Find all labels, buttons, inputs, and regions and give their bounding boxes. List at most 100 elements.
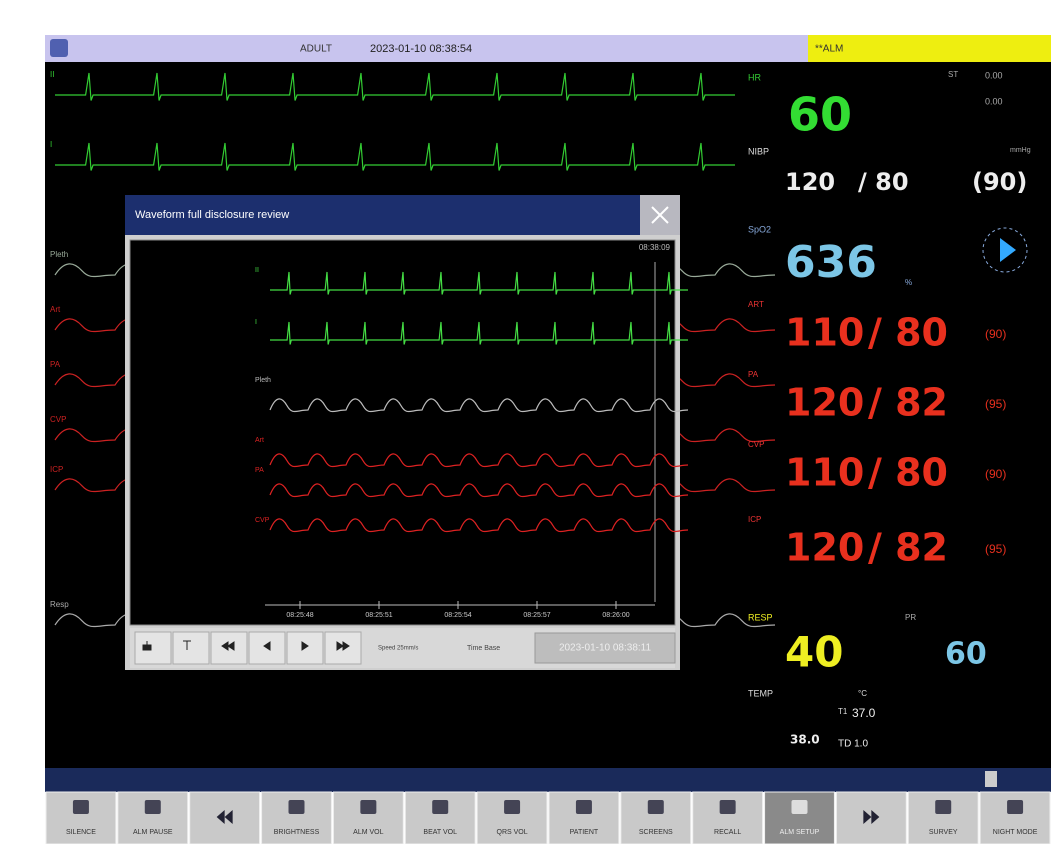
button[interactable] (332, 791, 404, 844)
waveform-label: Resp (50, 600, 69, 609)
dialog-wave-label: CVP (255, 517, 270, 524)
button[interactable] (764, 791, 835, 844)
waveform-label: Art (50, 305, 61, 314)
button-icon[interactable] (1007, 800, 1024, 814)
button-icon[interactable] (144, 800, 161, 814)
waveform-label: Pleth (50, 250, 68, 259)
resp-value: 40 (785, 628, 843, 677)
button-label[interactable]: SCREENS (639, 829, 673, 836)
button-label[interactable]: BRIGHTNESS (274, 829, 320, 836)
nav-button[interactable] (210, 631, 248, 665)
temp-t1-label: T1 (838, 707, 848, 716)
button-icon[interactable] (791, 800, 808, 814)
button[interactable] (907, 791, 979, 844)
time-label: 08:25:51 (365, 612, 392, 619)
review-dialog: Waveform full disclosure review 08:38:09… (125, 195, 689, 670)
dialog-wave-label: II (255, 267, 259, 274)
ibp-sys: 110 (785, 451, 864, 495)
button-icon[interactable] (504, 800, 521, 814)
page-arrow[interactable] (863, 810, 880, 824)
waveform-label: II (50, 70, 54, 79)
button[interactable] (476, 791, 548, 844)
button[interactable] (548, 791, 620, 844)
ibp-dia: / 80 (868, 451, 948, 495)
button-icon[interactable] (647, 800, 664, 814)
dialog-titlebar (125, 195, 640, 235)
button[interactable] (692, 791, 764, 844)
button[interactable] (620, 791, 692, 844)
nav-icon[interactable] (263, 641, 271, 651)
button-label[interactable]: RECALL (714, 829, 741, 836)
st-label: ST (948, 70, 958, 79)
nav-icon[interactable] (336, 641, 350, 651)
time-base-box[interactable] (534, 632, 676, 664)
nav-icon[interactable] (142, 641, 152, 651)
hr-value: 60 (788, 88, 852, 142)
waveform (269, 518, 689, 533)
button-label[interactable]: SILENCE (66, 829, 96, 836)
nav-icon[interactable] (221, 641, 235, 651)
nav-button[interactable] (172, 631, 210, 665)
button-label[interactable]: ALM SETUP (780, 829, 820, 836)
waveform (270, 271, 688, 295)
button-icon[interactable] (360, 800, 377, 814)
ibp-dia: / 82 (868, 381, 948, 425)
patient-type: ADULT (300, 44, 332, 55)
waveform (55, 72, 735, 101)
button-label[interactable]: PATIENT (570, 829, 599, 836)
resp-label: RESP (748, 612, 773, 622)
close-icon[interactable] (651, 206, 669, 224)
dialog-title: Waveform full disclosure review (135, 209, 289, 221)
button-label[interactable]: ALM VOL (353, 829, 383, 836)
button-label[interactable]: NIGHT MODE (993, 829, 1038, 836)
button-icon[interactable] (575, 800, 592, 814)
alarm-bar (808, 35, 1051, 62)
hr-label: HR (748, 72, 761, 82)
nav-icon[interactable] (301, 641, 309, 651)
dialog-wave-label: Art (255, 437, 264, 444)
ibp-mean: (90) (985, 467, 1006, 481)
nibp-mean: (90) (972, 168, 1027, 196)
button[interactable] (45, 791, 117, 844)
button-icon[interactable] (288, 800, 305, 814)
button-label[interactable]: ALM PAUSE (133, 829, 173, 836)
temp-t2: 38.0 (790, 733, 820, 747)
temp-unit: °C (858, 689, 867, 698)
button-icon[interactable] (719, 800, 736, 814)
button-icon[interactable] (72, 800, 89, 814)
ibp-mean: (90) (985, 327, 1006, 341)
page-arrow[interactable] (216, 810, 233, 824)
nibp-dia: / 80 (858, 168, 909, 196)
nav-icon[interactable] (183, 640, 191, 650)
temp-td: TD 1.0 (838, 739, 868, 750)
button[interactable] (261, 791, 332, 844)
button-icon[interactable] (935, 800, 952, 814)
nibp-sys: 120 (785, 168, 835, 196)
ibp-mean: (95) (985, 542, 1006, 556)
datetime: 2023-01-10 08:38:54 (370, 43, 472, 55)
time-base-label: Time Base (467, 645, 500, 652)
close-button[interactable] (640, 195, 680, 235)
button[interactable] (979, 791, 1051, 844)
button-label[interactable]: BEAT VOL (423, 829, 457, 836)
time-base[interactable]: 2023-01-10 08:38:11 (559, 643, 652, 654)
waveform-label: I (50, 140, 52, 149)
ibp-label: CVP (748, 440, 764, 449)
button[interactable] (404, 791, 476, 844)
button[interactable] (117, 791, 189, 844)
button-label[interactable]: QRS VOL (497, 829, 528, 836)
waveform (269, 483, 689, 498)
button-icon[interactable] (432, 800, 449, 814)
st-value: 0.00 (985, 96, 1003, 106)
button-label[interactable]: SURVEY (929, 829, 958, 836)
nav-button[interactable] (134, 631, 172, 665)
dialog-plot (129, 239, 676, 626)
ibp-label: PA (748, 370, 759, 379)
temp-label: TEMP (748, 688, 773, 698)
temp-t1: 37.0 (852, 706, 876, 720)
dialog-wave-label: PA (255, 467, 264, 474)
waveform (269, 398, 689, 413)
pi-gauge (982, 227, 1028, 273)
ibp-mean: (95) (985, 397, 1006, 411)
speed: Speed 25mm/s (378, 646, 418, 652)
